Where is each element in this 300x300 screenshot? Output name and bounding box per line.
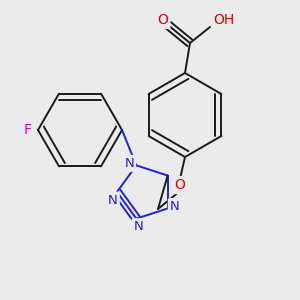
Text: O: O: [175, 178, 185, 192]
Text: N: N: [170, 200, 179, 213]
Text: N: N: [134, 220, 143, 233]
Text: O: O: [158, 13, 168, 27]
Text: N: N: [108, 194, 118, 206]
Text: F: F: [24, 123, 32, 137]
Text: N: N: [124, 157, 134, 170]
Text: OH: OH: [213, 13, 235, 27]
